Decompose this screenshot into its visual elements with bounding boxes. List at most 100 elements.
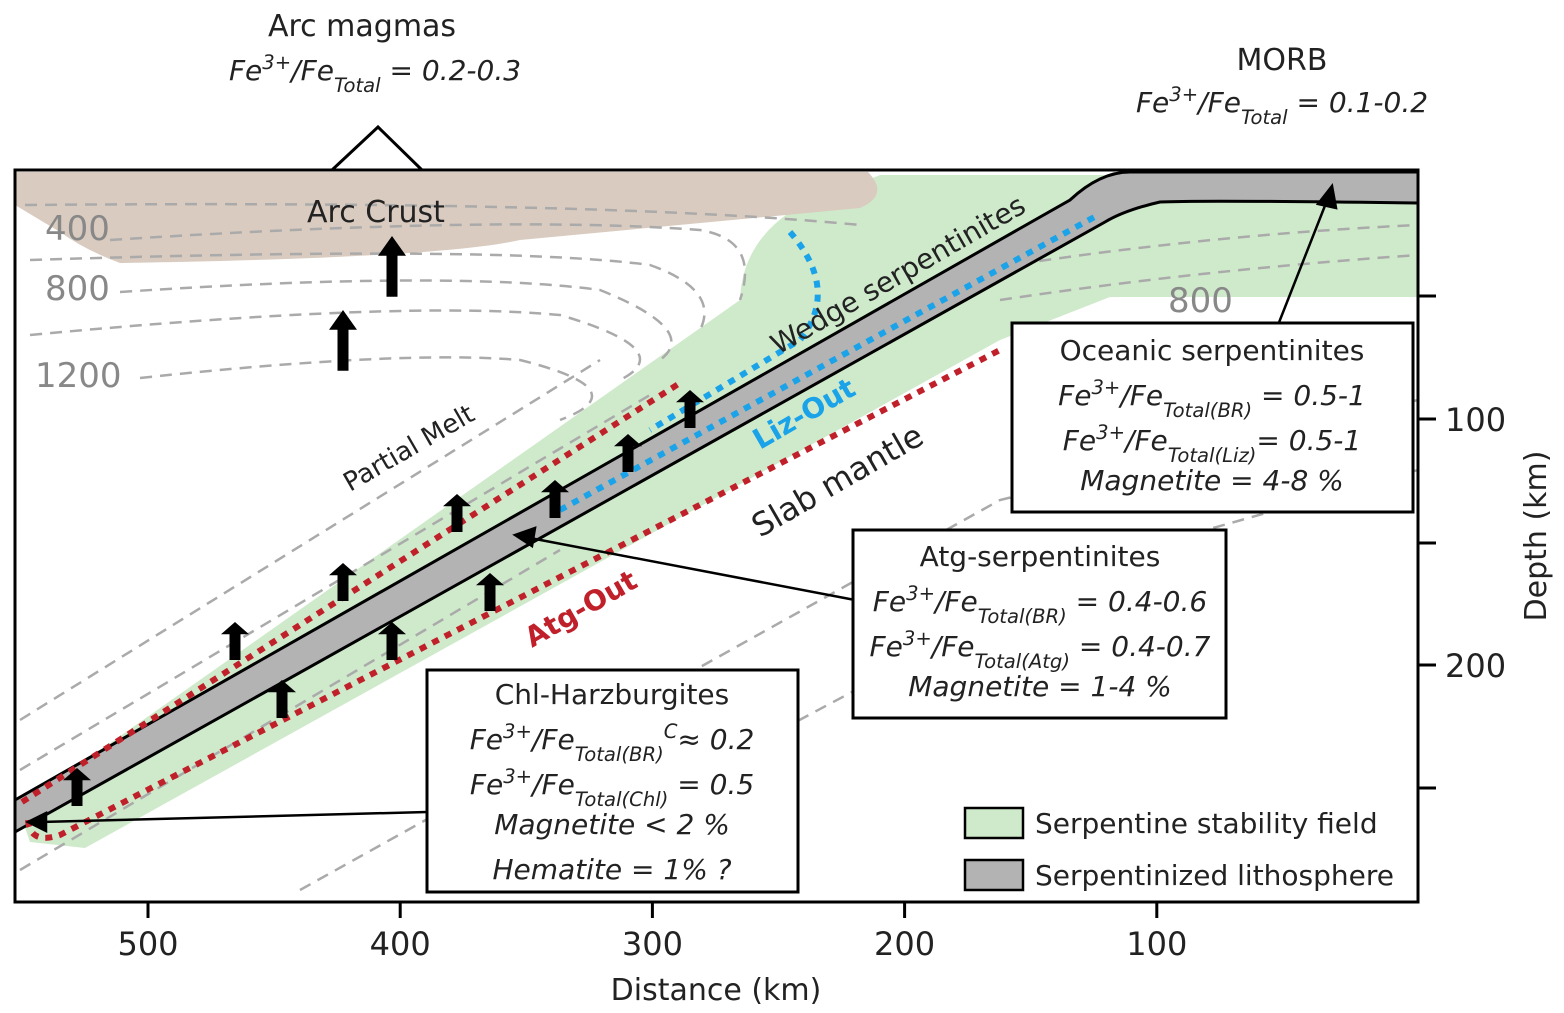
formula-sub: Total(Liz) [1168, 444, 1257, 467]
flux-arrow [378, 236, 406, 297]
formula-text: /Fe [1195, 86, 1241, 119]
frame [13, 168, 1420, 904]
flux-arrow [541, 480, 569, 518]
formula-text: Fe [229, 54, 262, 87]
legend-label: Serpentine stability field [1035, 807, 1378, 840]
formula-sub: Total [334, 74, 381, 97]
formula: Fe3+/FeTotal = 0.1-0.2 [1136, 83, 1428, 129]
y-axis-title: Depth (km) [1519, 451, 1554, 622]
formula-text: /Fe [288, 54, 334, 87]
formula-sup: 3+ [503, 765, 532, 788]
box-title: Atg-serpentinites [920, 540, 1161, 573]
isotherm-label: 1200 [35, 356, 122, 396]
formula-sub: Total(BR) [1163, 399, 1252, 422]
box-line: Magnetite < 2 % [494, 808, 730, 841]
x-tick-label: 400 [370, 925, 431, 963]
formula-sup: 3+ [1096, 421, 1125, 444]
box [851, 528, 1228, 720]
flux-arrow [63, 768, 91, 806]
formula-sub: Total(Chl) [575, 788, 669, 811]
formula-text: = 0.5 [668, 768, 754, 801]
formula: Fe3+/FeTotal(BR) = 0.4-0.6 [873, 582, 1207, 628]
formula-text: Fe [873, 585, 906, 618]
isotherm-label: 800 [1168, 281, 1233, 321]
formula-sub: Total [1241, 106, 1288, 129]
y-tick-label: 200 [1445, 647, 1506, 685]
legend-swatch [963, 858, 1025, 892]
formula-text: /Fe [1122, 424, 1168, 457]
arc-crust [15, 172, 878, 263]
slab [13, 170, 1420, 835]
formula-text: = 0.2-0.3 [381, 54, 521, 87]
formula-text: Fe [1136, 86, 1169, 119]
formula-sub: Total(Atg) [975, 650, 1070, 673]
legend-swatch [963, 806, 1025, 840]
arc-title: Arc magmas [268, 9, 456, 44]
formula-sub: Total(BR) [575, 743, 664, 766]
box-title: Oceanic serpentinites [1060, 334, 1365, 367]
box-line: Magnetite = 4-8 % [1080, 464, 1344, 497]
formula-text: ≈ 0.2 [677, 723, 754, 756]
boundaries [20, 212, 1100, 841]
flux-arrow [614, 434, 642, 472]
formula-sup: C [664, 720, 678, 743]
formula-sup: 3+ [903, 627, 932, 650]
formula-sup: 3+ [906, 582, 935, 605]
formula-text: = 0.5-1 [1252, 379, 1366, 412]
x-axis-title: Distance (km) [611, 973, 822, 1008]
formula-text: Fe [1063, 424, 1096, 457]
formula-text: Fe [1058, 379, 1091, 412]
box-title: Chl-Harzburgites [495, 678, 730, 711]
formula-sub: Total(BR) [978, 605, 1067, 628]
flux-arrow [676, 390, 704, 428]
x-tick-label: 100 [1126, 925, 1187, 963]
formula-text: = 0.5-1 [1256, 424, 1361, 457]
formula-text: /Fe [529, 768, 575, 801]
formula: Fe3+/FeTotal(BR)C≈ 0.2 [470, 720, 755, 766]
formula-text: = 0.4-0.6 [1067, 585, 1207, 618]
box [425, 668, 800, 894]
label: Partial Melt [339, 399, 480, 498]
flux-arrow [268, 680, 296, 718]
formula: Fe3+/FeTotal = 0.2-0.3 [229, 51, 521, 97]
y-tick-label: 100 [1445, 401, 1506, 439]
formula-text: /Fe [529, 723, 575, 756]
formula-text: /Fe [932, 585, 978, 618]
formula: Fe3+/FeTotal(BR) = 0.5-1 [1058, 376, 1366, 422]
flux-arrow [378, 622, 406, 660]
formula-sup: 3+ [1169, 83, 1198, 106]
box [1010, 321, 1415, 514]
formula-text: = 0.4-0.7 [1070, 630, 1211, 663]
formula-text: Fe [470, 768, 503, 801]
flux-arrow [329, 310, 357, 371]
box-line: Magnetite = 1-4 % [908, 670, 1172, 703]
flux-arrow [329, 563, 357, 601]
volcano [328, 124, 426, 172]
formula: Fe3+/FeTotal(Liz)= 0.5-1 [1063, 421, 1361, 467]
formula-sup: 3+ [503, 720, 532, 743]
formula-sup: 3+ [262, 51, 291, 74]
flux-arrow [476, 573, 504, 611]
minor-ticks [1418, 294, 1436, 790]
legend-label: Serpentinized lithosphere [1035, 859, 1394, 892]
label: Arc Crust [307, 195, 445, 230]
annotation-arrows [25, 183, 1338, 834]
formula: Fe3+/FeTotal(Chl) = 0.5 [470, 765, 754, 811]
isotherm-label: 800 [45, 269, 110, 309]
flux-arrow [443, 494, 471, 532]
formula-text: /Fe [929, 630, 975, 663]
formula-sup: 3+ [1091, 376, 1120, 399]
x-tick-label: 200 [874, 925, 935, 963]
x-tick-label: 500 [117, 925, 178, 963]
flux-arrow [221, 622, 249, 660]
flux-arrows [63, 236, 704, 806]
formula-text: Fe [470, 723, 503, 756]
formula-text: = 0.1-0.2 [1288, 86, 1428, 119]
box-line: Hematite = 1% ? [492, 853, 731, 886]
x-tick-label: 300 [622, 925, 683, 963]
isotherm-label: 400 [45, 209, 110, 249]
morb-title: MORB [1237, 43, 1328, 78]
formula: Fe3+/FeTotal(Atg) = 0.4-0.7 [870, 627, 1211, 673]
serpentine-field [18, 175, 1418, 848]
